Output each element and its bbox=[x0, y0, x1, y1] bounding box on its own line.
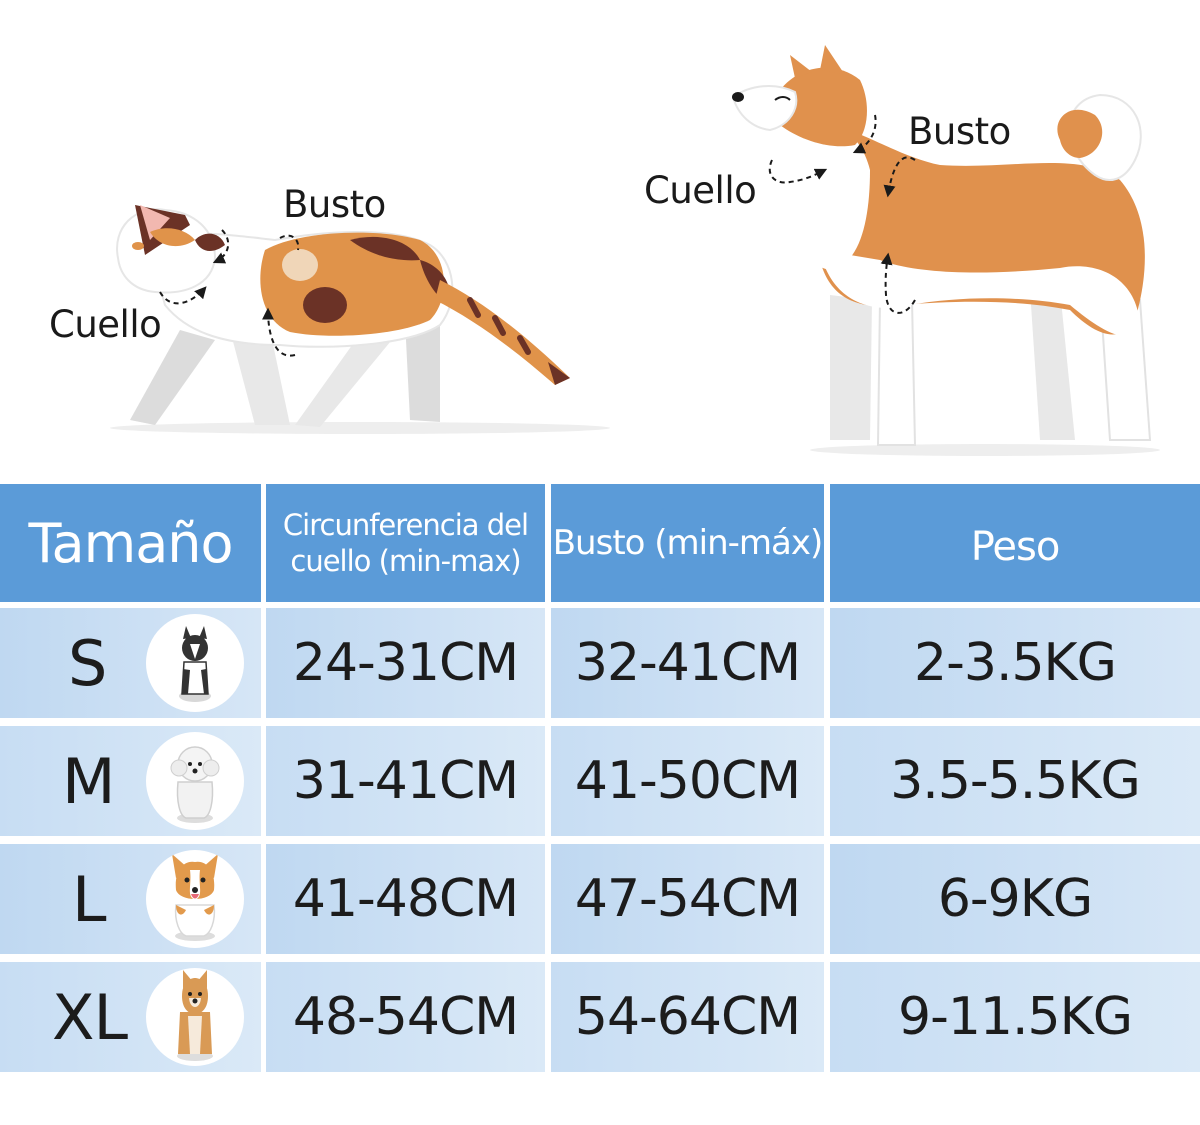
size-label: M bbox=[62, 744, 115, 818]
bust-value: 41-50CM bbox=[551, 726, 824, 836]
boston-terrier-icon bbox=[146, 614, 244, 712]
poodle-icon bbox=[146, 732, 244, 830]
neck-value: 31-41CM bbox=[266, 726, 545, 836]
cat-cuello-label: Cuello bbox=[49, 303, 162, 346]
dog-busto-label: Busto bbox=[908, 110, 1011, 153]
cat-illustration bbox=[110, 205, 610, 434]
size-label: L bbox=[72, 862, 107, 936]
header-peso: Peso bbox=[830, 484, 1200, 602]
bust-value: 54-64CM bbox=[551, 962, 824, 1072]
weight-value: 3.5-5.5KG bbox=[830, 726, 1200, 836]
header-busto: Busto (min-máx) bbox=[551, 484, 824, 602]
cat-busto-label: Busto bbox=[283, 183, 386, 226]
bust-value: 47-54CM bbox=[551, 844, 824, 954]
header-tamano: Tamaño bbox=[0, 484, 261, 602]
pet-measurement-illustration bbox=[110, 45, 1160, 456]
size-label: XL bbox=[52, 980, 128, 1054]
neck-value: 41-48CM bbox=[266, 844, 545, 954]
weight-value: 9-11.5KG bbox=[830, 962, 1200, 1072]
shiba-inu-icon bbox=[146, 968, 244, 1066]
size-label: S bbox=[68, 626, 107, 700]
size-chart-table: Tamaño Circunferencia del cuello (min-ma… bbox=[0, 484, 1200, 1076]
dog-illustration bbox=[731, 45, 1160, 456]
weight-value: 2-3.5KG bbox=[830, 608, 1200, 718]
weight-value: 6-9KG bbox=[830, 844, 1200, 954]
corgi-icon bbox=[146, 850, 244, 948]
bust-value: 32-41CM bbox=[551, 608, 824, 718]
neck-value: 48-54CM bbox=[266, 962, 545, 1072]
dog-cuello-label: Cuello bbox=[644, 169, 757, 212]
header-cuello: Circunferencia del cuello (min-max) bbox=[266, 484, 545, 602]
neck-value: 24-31CM bbox=[266, 608, 545, 718]
